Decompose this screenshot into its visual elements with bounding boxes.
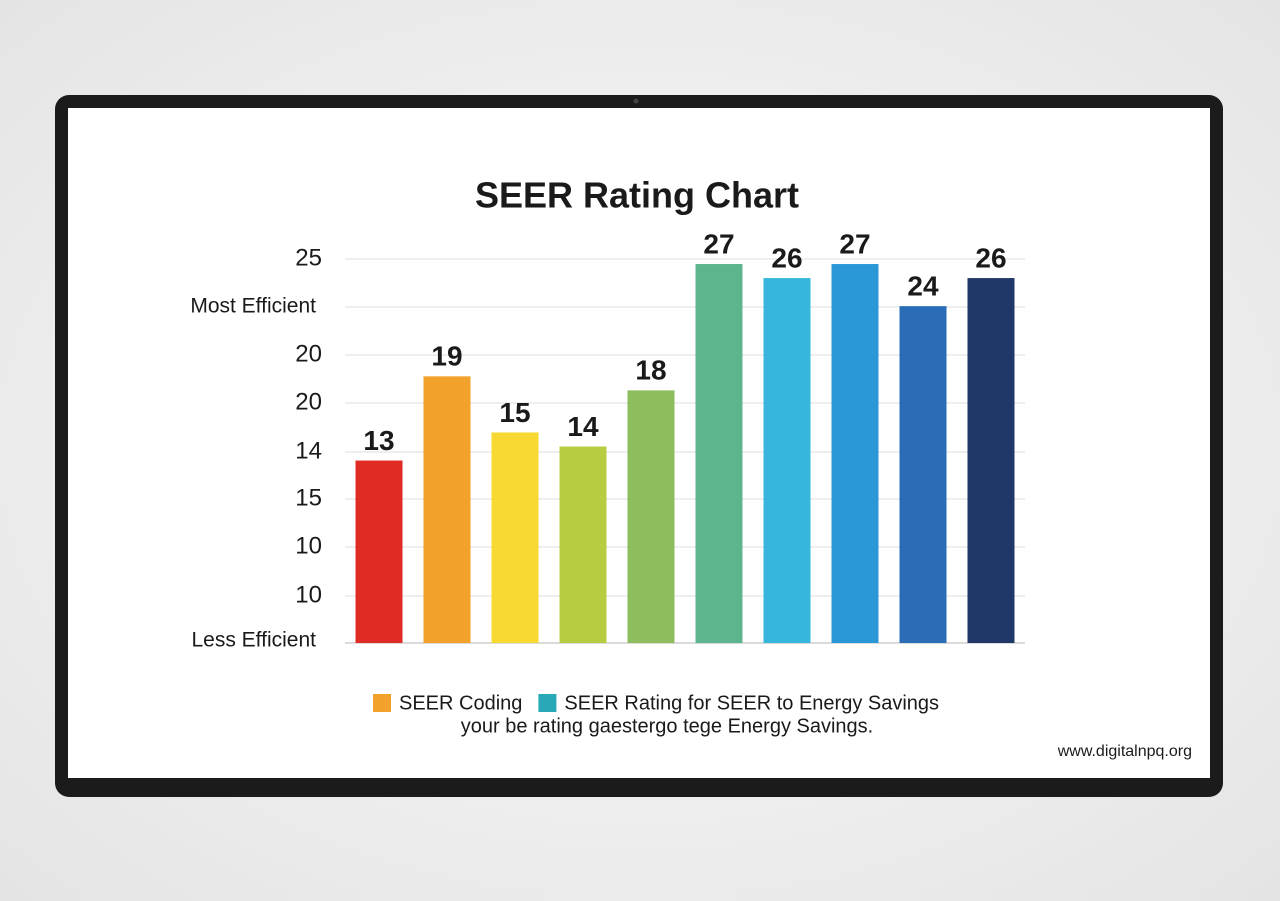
legend-swatch: [538, 694, 557, 712]
bar: [695, 264, 743, 643]
bar: [627, 390, 675, 643]
y-axis-label: 20: [295, 340, 322, 367]
y-axis-label: Most Efficient: [190, 295, 316, 318]
data-label: 15: [499, 397, 530, 428]
y-axis-label: 14: [295, 437, 322, 464]
y-axis-label: 15: [295, 484, 322, 511]
data-label: 26: [975, 242, 1006, 273]
y-axis-label: 20: [295, 388, 322, 415]
bar: [763, 278, 811, 643]
legend-label: SEER Rating for SEER to Energy Savings: [564, 692, 939, 714]
bar: [423, 376, 471, 643]
data-label: 27: [839, 228, 870, 259]
legend-label: SEER Coding: [399, 692, 522, 714]
data-label: 14: [567, 411, 599, 442]
data-label: 13: [363, 425, 394, 456]
caption: your be rating gaestergo tege Energy Sav…: [461, 715, 873, 737]
footer: www.digitalnpq.org: [1057, 743, 1192, 760]
data-label: 26: [771, 242, 802, 273]
data-label: 19: [431, 341, 462, 372]
y-axis-label: 10: [295, 532, 322, 559]
bar: [559, 446, 607, 643]
bar: [831, 264, 879, 643]
camera: [633, 98, 639, 104]
data-label: 27: [703, 228, 734, 259]
data-label: 18: [635, 355, 666, 386]
y-axis-label: Less Efficient: [191, 629, 316, 652]
data-label: 24: [907, 271, 939, 302]
bar: [899, 306, 947, 643]
y-axis-label: 10: [295, 581, 322, 608]
legend: SEER Coding SEER Rating for SEER to Energ…: [373, 692, 939, 714]
bar: [967, 278, 1015, 643]
bar: [355, 460, 403, 643]
legend-swatch: [373, 694, 391, 712]
bar: [491, 432, 539, 643]
chart-title: SEER Rating Chart: [475, 175, 799, 216]
y-axis-label: 25: [295, 244, 322, 271]
